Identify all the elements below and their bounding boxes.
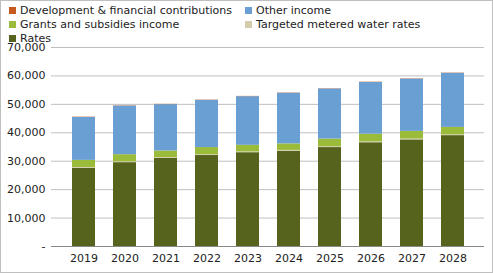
svg-text:2021: 2021 [152, 252, 180, 265]
svg-text:2022: 2022 [193, 252, 221, 265]
html-text:Development & financial contri: Development & financial contributions [20, 4, 232, 17]
svg-text:2025: 2025 [316, 252, 344, 265]
svg-text:2020: 2020 [111, 252, 139, 265]
svg-text:2023: 2023 [234, 252, 262, 265]
html-text:Grants and subsidies income: Grants and subsidies income [20, 18, 180, 31]
svg-text:2026: 2026 [357, 252, 385, 265]
svg-text:50,000: 50,000 [7, 98, 46, 111]
svg-text:70,000: 70,000 [7, 41, 46, 54]
html-text:Other income: Other income [256, 4, 331, 17]
svg-text:-: - [42, 240, 46, 253]
svg-text:2028: 2028 [439, 252, 467, 265]
svg-text:2024: 2024 [275, 252, 303, 265]
html-text:Rates: Rates [20, 32, 51, 45]
svg-text:20,000: 20,000 [7, 183, 46, 196]
html-text:Targeted metered water rates: Targeted metered water rates [256, 18, 421, 31]
svg-text:30,000: 30,000 [7, 155, 46, 168]
svg-text:2027: 2027 [398, 252, 426, 265]
svg-text:10,000: 10,000 [7, 212, 46, 225]
svg-text:60,000: 60,000 [7, 69, 46, 82]
svg-text:40,000: 40,000 [7, 126, 46, 139]
svg-text:2019: 2019 [70, 252, 98, 265]
